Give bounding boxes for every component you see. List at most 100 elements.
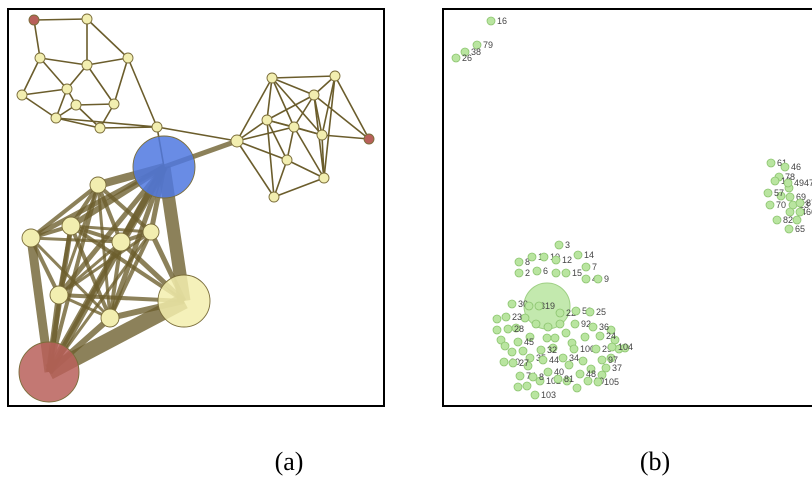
network-a-edge: [33, 19, 41, 59]
network-b-node: [583, 376, 593, 386]
network-a-edge: [266, 119, 288, 161]
network-b-node: [531, 319, 541, 329]
network-b-node: [551, 268, 561, 278]
network-b-node: [499, 357, 509, 367]
network-a-edge: [39, 57, 68, 90]
network-a-node: [363, 133, 375, 145]
network-a-edge: [99, 126, 158, 129]
network-a-edge: [58, 230, 152, 297]
network-b-node: [513, 337, 523, 347]
network-b-node: [492, 325, 502, 335]
network-b-node: [795, 198, 805, 208]
network-b-node: [580, 332, 590, 342]
network-b-node-label: 23: [799, 200, 809, 210]
network-b-node-label: 79: [483, 40, 493, 50]
network-a-edge: [266, 119, 275, 198]
network-b-node-label: 14: [584, 250, 594, 260]
network-b-node: [564, 360, 574, 370]
network-b-node: [492, 314, 502, 324]
network-a-node: [230, 134, 244, 148]
network-b-node: [507, 347, 517, 357]
network-b-node-label: 38: [471, 47, 481, 57]
network-b-node-label: 82: [783, 215, 793, 225]
network-b-node: [561, 268, 571, 278]
network-b-node: [772, 215, 782, 225]
network-b-node: [607, 342, 617, 352]
network-b-node-label: 40: [554, 367, 564, 377]
network-b-node: [548, 343, 558, 353]
network-b-node: [763, 188, 773, 198]
network-a-edge: [21, 88, 68, 96]
network-b-node: [593, 377, 603, 387]
network-b-node: [460, 47, 470, 57]
network-a-edge: [86, 64, 115, 105]
network-b-node-label: 30: [518, 299, 528, 309]
network-b-node: [591, 344, 601, 354]
network-a-node: [308, 89, 320, 101]
network-b-node: [585, 307, 595, 317]
network-a-edge: [236, 126, 295, 142]
network-b-node: [554, 240, 564, 250]
network-b-node-label: 36: [599, 322, 609, 332]
network-b-node-label: 7: [592, 262, 597, 272]
network-b-node: [792, 215, 802, 225]
network-b-node-label: 61: [777, 158, 787, 168]
network-a-edge: [236, 140, 275, 198]
network-b-node-label: 12: [562, 255, 572, 265]
network-a-node: [50, 112, 62, 124]
network-a-edge: [96, 183, 153, 234]
network-b-node-label: 3: [565, 240, 570, 250]
network-b-node-label: 2: [525, 268, 530, 278]
network-b-node: [784, 224, 794, 234]
network-a-edge: [266, 77, 273, 121]
network-a-edge: [96, 184, 123, 243]
network-a-edge: [286, 159, 325, 179]
network-b-node-label: 105: [604, 377, 619, 387]
network-b-node: [500, 341, 510, 351]
network-a-edge: [39, 57, 88, 66]
network-a-edge: [271, 77, 323, 136]
network-b-node-label: 8: [525, 257, 530, 267]
network-b-node: [550, 333, 560, 343]
network-a-node: [266, 72, 278, 84]
network-b-node: [522, 381, 532, 391]
network-b-node-label: 65: [795, 224, 805, 234]
network-b-node: [543, 322, 553, 332]
network-b-node: [508, 358, 518, 368]
network-b-node: [571, 306, 581, 316]
network-b-node-label: 103: [541, 390, 556, 400]
network-a-node: [49, 285, 69, 305]
network-b-node: [534, 301, 544, 311]
network-b-node-label: 25: [596, 307, 606, 317]
network-a-node: [122, 52, 134, 64]
network-b-node-label: 45: [524, 337, 534, 347]
network-b-node-label: 87: [806, 198, 812, 208]
network-b-node-label: 8: [539, 372, 544, 382]
network-b-node-label: 19: [545, 301, 555, 311]
network-a-edge: [86, 18, 129, 59]
network-b-node: [795, 207, 805, 217]
network-a-node: [316, 129, 328, 141]
network-a-edge: [266, 94, 315, 121]
network-a-edge: [321, 75, 336, 136]
network-b-node: [536, 345, 546, 355]
network-a-edge: [273, 159, 288, 198]
network-b-node: [535, 376, 545, 386]
network-b-node: [451, 53, 461, 63]
network-b-node: [780, 162, 790, 172]
network-b-node: [766, 158, 776, 168]
network-b-node: [520, 313, 530, 323]
network-b-node-label: 28: [514, 324, 524, 334]
network-a-edge: [70, 224, 152, 234]
network-b-node-label: 15: [572, 268, 582, 278]
network-b-node-label: 69: [796, 192, 806, 202]
network-a-edge: [271, 75, 336, 79]
network-b-node: [562, 376, 572, 386]
network-b-node-label: 27: [519, 358, 529, 368]
network-a-edge: [321, 134, 325, 179]
network-b-node: [586, 364, 596, 374]
network-a-node: [81, 13, 93, 25]
network-b-node: [569, 344, 579, 354]
network-b-node: [578, 356, 588, 366]
network-b-node-label: 48: [586, 369, 596, 379]
